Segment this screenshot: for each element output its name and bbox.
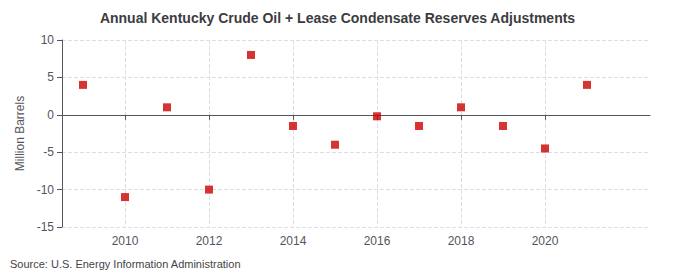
svg-text:2014: 2014 bbox=[280, 234, 307, 248]
svg-text:5: 5 bbox=[47, 70, 54, 84]
svg-text:2016: 2016 bbox=[364, 234, 391, 248]
svg-text:10: 10 bbox=[41, 33, 55, 47]
svg-text:2012: 2012 bbox=[196, 234, 223, 248]
svg-text:Source: U.S. Energy Informatio: Source: U.S. Energy Information Administ… bbox=[10, 258, 241, 270]
svg-text:-5: -5 bbox=[43, 145, 54, 159]
svg-text:0: 0 bbox=[47, 108, 54, 122]
svg-text:-10: -10 bbox=[37, 183, 55, 197]
svg-text:2018: 2018 bbox=[448, 234, 475, 248]
svg-text:-15: -15 bbox=[37, 220, 55, 234]
svg-text:Million Barrels: Million Barrels bbox=[13, 96, 27, 171]
svg-text:2010: 2010 bbox=[112, 234, 139, 248]
svg-text:Annual Kentucky Crude Oil + Le: Annual Kentucky Crude Oil + Lease Conden… bbox=[100, 10, 575, 26]
svg-text:2020: 2020 bbox=[532, 234, 559, 248]
